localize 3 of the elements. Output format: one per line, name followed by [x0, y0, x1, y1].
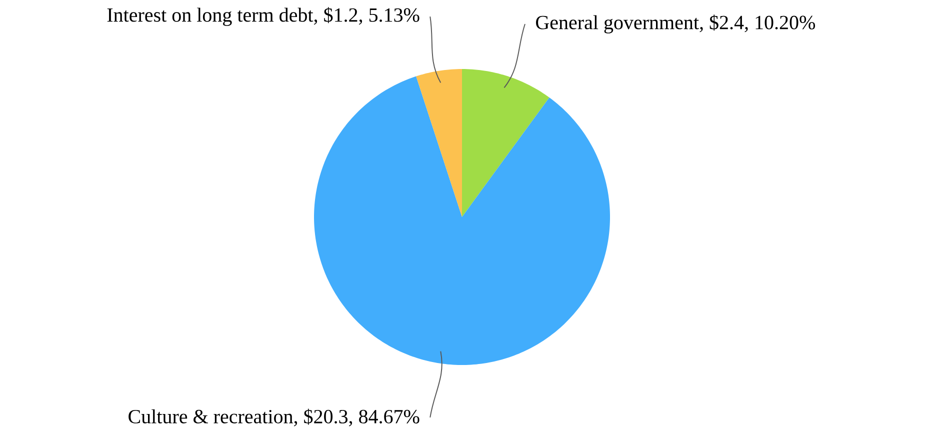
slice-label: General government, $2.4, 10.20% [536, 14, 816, 34]
slice-label: Interest on long term debt, $1.2, 5.13% [107, 7, 420, 26]
slice-label: Culture & recreation, $20.3, 84.67% [128, 408, 420, 426]
